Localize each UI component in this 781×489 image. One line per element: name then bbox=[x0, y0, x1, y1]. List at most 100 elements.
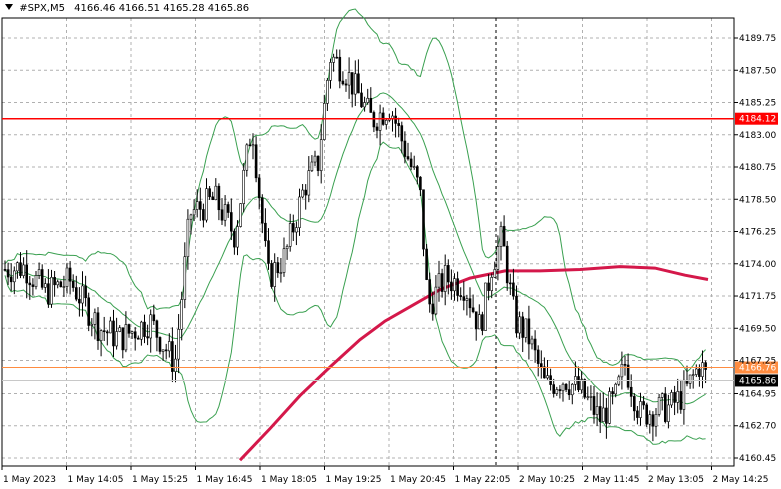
candle bbox=[90, 318, 94, 337]
candle bbox=[155, 319, 159, 352]
candle-body bbox=[143, 321, 146, 337]
candle-body bbox=[592, 396, 596, 415]
candle-body bbox=[415, 166, 419, 178]
candle bbox=[691, 369, 695, 389]
candle-body bbox=[459, 295, 463, 297]
candle-body bbox=[285, 246, 289, 250]
candle-body bbox=[16, 262, 19, 272]
candle-body bbox=[357, 73, 360, 94]
bollinger-lower bbox=[4, 141, 706, 445]
candle-body bbox=[288, 223, 292, 247]
candle bbox=[477, 304, 481, 330]
x-tick-label: 1 May 2023 bbox=[3, 475, 56, 485]
candle-body bbox=[152, 314, 156, 322]
candle bbox=[115, 317, 118, 350]
candle-body bbox=[639, 401, 642, 418]
candle-body bbox=[462, 296, 466, 301]
price-label: 4184.12 bbox=[739, 115, 776, 125]
price-label-box bbox=[735, 361, 778, 374]
candle-body bbox=[384, 119, 388, 125]
candle-body bbox=[87, 297, 90, 326]
candle-body bbox=[158, 337, 162, 352]
candle-body bbox=[62, 286, 66, 288]
candle-body bbox=[406, 156, 410, 160]
candle-body bbox=[552, 384, 556, 394]
candle bbox=[400, 121, 404, 154]
candle bbox=[496, 235, 500, 281]
candle bbox=[264, 208, 267, 247]
candle-body bbox=[499, 226, 503, 247]
candle-body bbox=[369, 97, 373, 113]
candle-body bbox=[440, 273, 444, 292]
candle-body bbox=[106, 331, 109, 334]
candle bbox=[124, 311, 128, 353]
candle-body bbox=[195, 201, 199, 210]
symbol-name[interactable]: #SPX,M5 bbox=[19, 3, 65, 14]
candle-body bbox=[474, 311, 478, 330]
candle-body bbox=[180, 299, 183, 330]
candle bbox=[363, 96, 366, 112]
y-tick-label: 4183.00 bbox=[739, 131, 776, 141]
candle-body bbox=[688, 374, 692, 384]
candle bbox=[583, 378, 587, 400]
candle-body bbox=[598, 406, 602, 422]
candle bbox=[601, 392, 605, 422]
candle bbox=[450, 269, 453, 300]
candle bbox=[611, 387, 614, 405]
candle bbox=[505, 241, 509, 291]
candle bbox=[663, 387, 667, 424]
symbol-info: #SPX,M5 4166.46 4166.51 4165.28 4165.86 bbox=[5, 3, 249, 14]
x-tick-label: 1 May 14:05 bbox=[68, 475, 124, 485]
candle bbox=[474, 311, 478, 341]
candle-body bbox=[146, 336, 149, 339]
candle bbox=[78, 287, 81, 317]
candle-body bbox=[701, 362, 704, 377]
candle bbox=[425, 244, 428, 281]
x-tick-label: 1 May 20:45 bbox=[390, 475, 446, 485]
candle bbox=[96, 307, 100, 350]
candle-body bbox=[431, 303, 435, 315]
candle bbox=[437, 260, 441, 302]
candle-body bbox=[394, 115, 397, 124]
candle bbox=[220, 198, 224, 226]
candle bbox=[59, 280, 63, 288]
candle bbox=[205, 178, 208, 223]
candle bbox=[93, 308, 97, 340]
x-tick-label: 1 May 15:25 bbox=[132, 475, 188, 485]
candle-body bbox=[84, 285, 87, 299]
candle-body bbox=[307, 170, 311, 196]
candle bbox=[558, 385, 562, 399]
candle bbox=[654, 407, 658, 437]
candle-body bbox=[47, 283, 50, 305]
candle-body bbox=[319, 139, 323, 171]
y-tick-label: 4174.00 bbox=[739, 260, 776, 270]
candle-body bbox=[127, 324, 131, 334]
candle bbox=[487, 274, 490, 301]
candle-body bbox=[313, 155, 317, 163]
candle-body bbox=[124, 324, 128, 351]
candle-body bbox=[667, 404, 670, 422]
candle-body bbox=[75, 287, 78, 300]
candle bbox=[381, 107, 385, 126]
candle-body bbox=[657, 397, 661, 415]
candle bbox=[71, 274, 75, 292]
candle bbox=[431, 291, 435, 321]
candle-body bbox=[350, 72, 354, 95]
ohlc-values: 4166.46 4166.51 4165.28 4165.86 bbox=[74, 3, 250, 14]
candle bbox=[214, 178, 218, 201]
triangle-down-icon[interactable] bbox=[5, 4, 13, 10]
candle-body bbox=[270, 263, 273, 287]
plot-frame bbox=[1, 17, 735, 467]
candle-body bbox=[586, 396, 590, 399]
candle-body bbox=[223, 204, 227, 221]
candle bbox=[43, 278, 47, 293]
candle bbox=[577, 366, 580, 393]
candle-body bbox=[673, 392, 676, 403]
candle-body bbox=[456, 278, 459, 296]
candle bbox=[335, 49, 339, 59]
candle bbox=[34, 270, 38, 290]
candle bbox=[171, 327, 174, 383]
candle bbox=[270, 260, 273, 289]
candle-body bbox=[403, 140, 407, 157]
